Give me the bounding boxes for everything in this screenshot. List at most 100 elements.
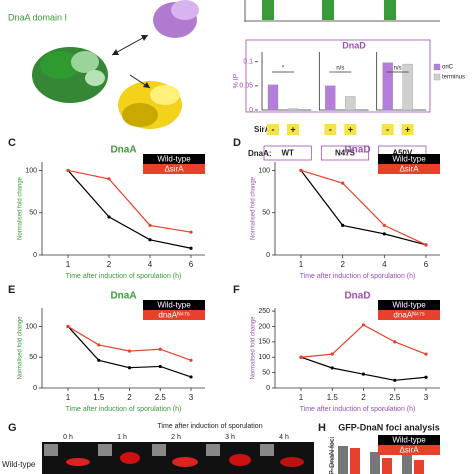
sira-box <box>381 124 394 135</box>
legend-label: Wild-type <box>157 301 191 310</box>
time-label: 2 h <box>171 434 181 441</box>
chart-title: DnaD <box>344 145 370 156</box>
point <box>393 378 397 382</box>
legend-label: Wild-type <box>392 301 426 310</box>
x-tick-label: 4 <box>148 260 153 269</box>
y-tick-label: 50 <box>262 369 270 376</box>
point <box>382 232 386 236</box>
y-axis-label: % IP <box>233 73 240 88</box>
series-line <box>67 325 192 361</box>
legend-swatch <box>433 63 441 71</box>
x-tick-label: N47S <box>335 149 356 158</box>
legend-label: Wild-type <box>392 155 426 164</box>
axis <box>274 162 440 256</box>
chart-title: GFP-DnaN foci analysis <box>338 422 440 432</box>
x-tick-label: 1.5 <box>327 393 339 402</box>
series-line <box>67 170 192 249</box>
point <box>158 364 162 369</box>
y-tick-label: 50 <box>29 354 37 361</box>
legend-swatch <box>378 300 440 310</box>
y-tick-label: 0.05 <box>239 83 253 90</box>
sira-label: SirA <box>254 125 271 134</box>
legend-swatch <box>143 154 205 164</box>
series-line <box>300 356 427 381</box>
y-tick-label: 100 <box>25 167 37 174</box>
x-tick-label: 1 <box>66 260 71 269</box>
chart-title: DnaA <box>110 291 136 302</box>
annotation: n/s <box>336 66 344 72</box>
point <box>189 230 193 234</box>
y-tick-label: 50 <box>29 210 37 217</box>
point <box>330 366 334 370</box>
legend-swatch <box>143 310 205 320</box>
x-tick-label: 4 <box>382 260 387 269</box>
legend-swatch <box>143 164 205 174</box>
legend-swatch <box>378 435 440 445</box>
point <box>341 223 345 228</box>
legend-swatch <box>378 164 440 174</box>
cropped-bars <box>244 0 440 22</box>
x-tick-label: 1.5 <box>93 393 105 402</box>
y-tick-label: 250 <box>258 308 270 315</box>
point <box>127 349 132 353</box>
point <box>158 347 162 351</box>
sira-state: + <box>405 124 410 134</box>
legend-swatch <box>143 300 205 310</box>
point <box>424 243 428 247</box>
legend-label: terminus <box>442 75 465 81</box>
microscopy-title: Time after induction of sporulation <box>157 423 262 430</box>
legend-swatch <box>378 310 440 320</box>
sira-box <box>401 124 414 135</box>
legend-label: Wild-type <box>157 155 191 164</box>
x-tick-label: 3 <box>189 393 194 402</box>
point <box>341 181 345 185</box>
sira-box <box>267 124 279 135</box>
x-tick-label: 1 <box>299 260 304 269</box>
point <box>189 375 193 379</box>
point <box>361 323 366 327</box>
x-axis-label: Time after induction of sporulation (h) <box>66 273 182 280</box>
protein-structure <box>32 0 199 129</box>
panel-label: C <box>8 137 16 149</box>
time-label: 1 h <box>117 434 127 441</box>
annotation: n/s <box>394 66 402 72</box>
legend-label: dnaAᴺ⁴⁷ˢ <box>158 311 189 320</box>
y-axis-label: Normalised fold change <box>251 316 257 380</box>
time-label: 4 h <box>279 434 289 441</box>
sira-box <box>344 124 357 135</box>
point <box>361 372 366 376</box>
y-tick-label: 0 <box>33 252 37 259</box>
y-tick-label: 0 <box>266 385 270 392</box>
y-tick-label: 100 <box>25 323 37 330</box>
point <box>66 324 70 329</box>
series-line <box>300 169 427 246</box>
point <box>382 223 386 228</box>
bar <box>267 84 279 111</box>
series-line <box>67 169 192 233</box>
bar <box>402 63 413 111</box>
y-tick-label: 200 <box>258 323 270 330</box>
legend-label: oriC <box>442 65 454 71</box>
point <box>189 358 193 362</box>
bar <box>287 108 299 111</box>
series-line <box>300 170 427 246</box>
point <box>127 366 132 370</box>
x-tick-label: 3 <box>424 393 429 402</box>
x-axis-label: Time after induction of sporulation (h) <box>66 406 182 413</box>
y-tick-label: 0 <box>249 107 253 114</box>
x-tick-label: WT <box>281 149 294 158</box>
panel-label: G <box>8 422 17 434</box>
x-tick-label: 2 <box>127 393 132 402</box>
y-axis-label: Normalised fold change <box>18 176 24 240</box>
point <box>107 215 111 219</box>
time-label: 0 h <box>63 434 73 441</box>
y-tick-label: 100 <box>258 354 270 361</box>
chart-title: DnaA <box>110 145 136 156</box>
x-tick-label: 2 <box>107 260 112 269</box>
sira-box <box>287 124 299 135</box>
bar <box>382 62 393 111</box>
sira-state: + <box>290 124 295 134</box>
chart-title: DnaD <box>342 40 366 50</box>
legend-label: Wild-type <box>392 436 426 445</box>
